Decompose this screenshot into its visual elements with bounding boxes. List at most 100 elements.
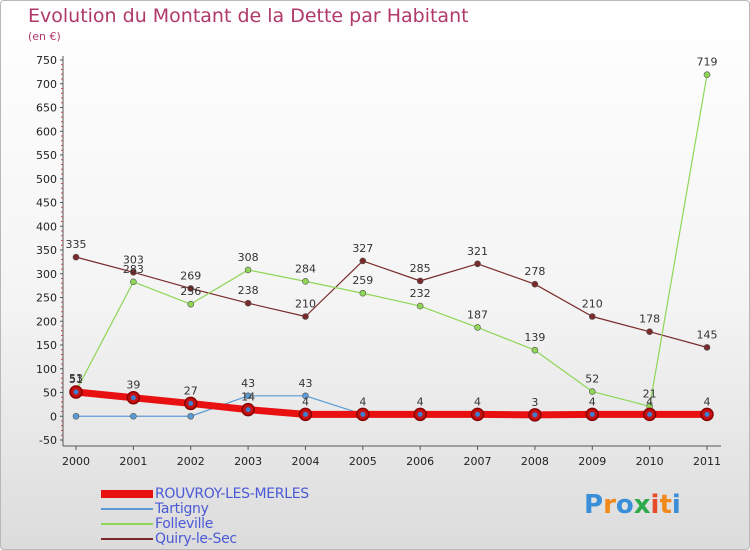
y-tick-labels: -50 0 50 100 150 200 250 300 350 400 450 500 550 600 6… bbox=[36, 54, 57, 447]
point-center-rouvroy-les-merles bbox=[188, 400, 194, 406]
y-minor-tick bbox=[61, 287, 63, 289]
point-quiry-le-sec bbox=[359, 257, 367, 265]
logo-letter: i bbox=[671, 490, 681, 520]
y-minor-tick bbox=[61, 78, 63, 80]
y-minor-tick bbox=[61, 425, 63, 427]
point-tartigny bbox=[244, 392, 252, 400]
logo-letter: x bbox=[633, 490, 651, 520]
y-tick-label: 750 bbox=[36, 54, 57, 67]
y-minor-tick bbox=[61, 406, 63, 408]
y-minor-tick bbox=[61, 102, 63, 104]
data-label-rouvroy-les-merles: 3 bbox=[531, 396, 538, 409]
y-minor-tick bbox=[61, 401, 63, 403]
legend-label: Quiry-le-Sec bbox=[155, 531, 237, 547]
y-minor-tick bbox=[61, 325, 63, 327]
x-tick-label: 2000 bbox=[62, 455, 90, 468]
y-minor-tick bbox=[61, 159, 63, 161]
series-line-folleville bbox=[75, 74, 708, 407]
data-label-quiry-le-sec: 321 bbox=[467, 245, 488, 258]
y-minor-tick bbox=[61, 168, 63, 170]
y-minor-tick bbox=[61, 311, 63, 313]
y-minor-tick bbox=[61, 244, 63, 246]
legend-swatch bbox=[101, 508, 153, 510]
y-tick-label: 500 bbox=[36, 173, 57, 186]
point-quiry-le-sec bbox=[130, 269, 137, 276]
y-minor-tick bbox=[61, 316, 63, 317]
data-label-folleville: 187 bbox=[467, 308, 488, 321]
y-minor-tick bbox=[61, 235, 63, 237]
data-label-rouvroy-les-merles: 27 bbox=[184, 384, 198, 397]
data-label-quiry-le-sec: 327 bbox=[352, 242, 373, 255]
y-minor-tick bbox=[61, 254, 63, 256]
logo-letter: t bbox=[659, 490, 672, 520]
y-minor-tick bbox=[61, 335, 63, 336]
logo-letter: i bbox=[650, 490, 660, 520]
y-minor-tick bbox=[61, 278, 63, 279]
x-tick-label: 2011 bbox=[693, 455, 721, 468]
point-tartigny bbox=[302, 392, 309, 400]
point-quiry-le-sec bbox=[244, 299, 252, 307]
series-lines bbox=[69, 71, 714, 422]
y-minor-tick bbox=[61, 411, 63, 412]
y-minor-tick bbox=[61, 339, 63, 341]
y-minor-tick bbox=[61, 111, 63, 113]
data-label-quiry-le-sec: 335 bbox=[66, 238, 87, 251]
y-minor-tick bbox=[61, 121, 63, 123]
data-label-rouvroy-les-merles: 4 bbox=[417, 395, 424, 408]
x-tick-labels: 2000 2001 2002 2003 2004 2005 2006 2007 2008 2009… bbox=[62, 455, 721, 468]
legend-swatch bbox=[101, 490, 153, 498]
point-quiry-le-sec bbox=[302, 313, 309, 320]
point-center-rouvroy-les-merles bbox=[360, 411, 366, 417]
y-minor-tick bbox=[61, 140, 63, 142]
legend-label: Tartigny bbox=[155, 501, 209, 517]
y-tick-label: 250 bbox=[36, 292, 57, 305]
point-center-rouvroy-les-merles bbox=[589, 411, 595, 417]
y-minor-tick bbox=[61, 97, 63, 99]
point-center-rouvroy-les-merles bbox=[475, 411, 481, 417]
chart-title: Evolution du Montant de la Dette par Hab… bbox=[28, 5, 469, 27]
y-tick-label: 700 bbox=[36, 78, 57, 91]
legend-label: Folleville bbox=[155, 516, 214, 532]
y-minor-tick bbox=[61, 197, 63, 199]
point-tartigny bbox=[72, 412, 80, 420]
y-minor-tick bbox=[61, 240, 63, 241]
y-tick-label: 150 bbox=[36, 339, 57, 352]
y-minor-tick bbox=[61, 363, 63, 365]
y-tick-label: 50 bbox=[43, 387, 57, 400]
y-minor-tick bbox=[61, 173, 63, 175]
point-folleville bbox=[359, 289, 367, 297]
logo-letter: P bbox=[584, 490, 604, 520]
y-tick-label: 200 bbox=[36, 315, 57, 328]
y-tick-label: 550 bbox=[36, 149, 57, 162]
data-label-folleville: 236 bbox=[180, 285, 201, 298]
y-minor-tick bbox=[61, 135, 63, 137]
data-label-rouvroy-les-merles: 39 bbox=[126, 379, 140, 392]
data-label-quiry-le-sec: 145 bbox=[697, 328, 718, 341]
x-tick-label: 2008 bbox=[521, 455, 549, 468]
data-label-folleville: 52 bbox=[585, 373, 599, 386]
x-tick-label: 2010 bbox=[636, 455, 664, 468]
logo-letter: o bbox=[615, 490, 634, 520]
y-minor-tick bbox=[61, 216, 63, 218]
y-minor-tick bbox=[61, 301, 63, 303]
point-quiry-le-sec bbox=[646, 328, 653, 336]
y-tick-label: 0 bbox=[50, 410, 57, 423]
proxiti-logo: Proxiti bbox=[584, 490, 681, 520]
x-tick-label: 2005 bbox=[349, 455, 377, 468]
point-folleville bbox=[588, 388, 596, 395]
data-label-folleville: 284 bbox=[295, 262, 316, 275]
y-minor-tick bbox=[61, 358, 63, 360]
y-minor-tick bbox=[61, 354, 63, 355]
y-tick-label: -50 bbox=[39, 434, 57, 447]
y-tick-label: 350 bbox=[36, 244, 57, 257]
chart-subtitle: (en €) bbox=[28, 30, 61, 43]
x-tick-label: 2004 bbox=[291, 455, 319, 468]
y-minor-tick bbox=[61, 211, 63, 213]
point-center-rouvroy-les-merles bbox=[130, 395, 136, 401]
point-folleville bbox=[474, 324, 481, 331]
legend-swatch bbox=[101, 523, 153, 525]
point-quiry-le-sec bbox=[72, 253, 80, 261]
point-quiry-le-sec bbox=[187, 285, 195, 292]
data-label-folleville: 53 bbox=[69, 372, 83, 385]
